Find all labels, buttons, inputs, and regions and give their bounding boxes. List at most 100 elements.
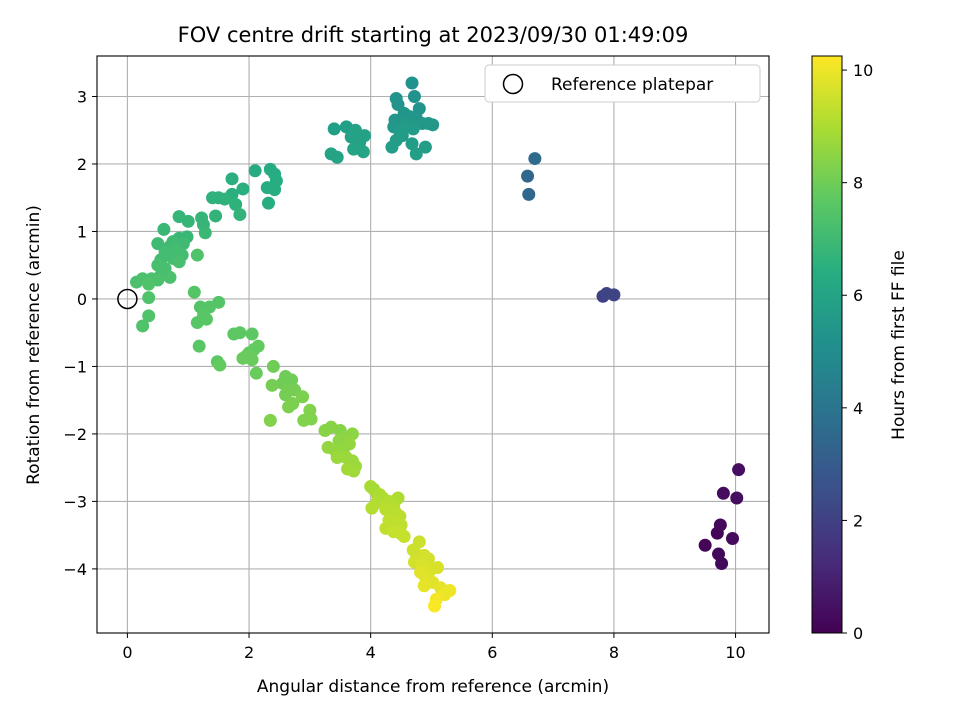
y-tick-label: 3 [77,87,87,106]
data-point [157,222,171,236]
data-point [233,326,247,340]
data-point [190,316,204,330]
data-point [296,390,310,404]
colorbar-tick-label: 2 [853,511,863,530]
y-tick-label: −2 [63,425,87,444]
x-axis-label: Angular distance from reference (arcmin) [257,677,609,697]
y-tick-label: −4 [63,560,87,579]
colorbar-tick-label: 0 [853,624,863,643]
colorbar-ticks: 0 2 4 6 8 10 [842,61,873,643]
data-point [172,255,186,269]
data-point [225,172,239,186]
x-tick-label: 2 [244,643,254,662]
data-point [233,208,247,222]
data-point [263,413,277,427]
x-axis-ticks: 0 2 4 6 8 10 [122,633,746,662]
data-point [198,226,212,240]
data-point [426,118,440,132]
data-point [229,197,243,211]
data-point [187,285,201,299]
data-point [142,291,156,305]
data-point [213,358,227,372]
y-axis-label: Rotation from reference (arcmin) [24,205,44,485]
chart-title: FOV centre drift starting at 2023/09/30 … [178,23,689,47]
data-point [265,378,279,392]
data-point [248,164,262,178]
reference-point [117,288,138,310]
data-point [279,388,293,402]
data-point [249,366,263,380]
data-point [522,187,536,201]
data-point [282,400,296,414]
data-point [330,150,344,164]
data-point [181,214,195,228]
data-point [713,518,727,532]
data-point [190,248,204,262]
x-tick-label: 6 [487,643,497,662]
data-point [418,140,432,154]
data-point [218,192,232,206]
colorbar-tick-label: 8 [853,174,863,193]
y-tick-label: 2 [77,155,87,174]
data-point [405,137,419,151]
data-point [136,319,150,333]
data-point [730,491,744,505]
data-point [327,122,341,136]
x-tick-label: 4 [366,643,376,662]
data-point [266,359,280,373]
data-point [406,122,420,136]
data-point [428,599,442,613]
data-point [698,538,712,552]
colorbar-tick-label: 10 [853,61,873,80]
data-point [330,451,344,465]
y-tick-label: 0 [77,290,87,309]
data-point [236,182,250,196]
x-tick-label: 8 [609,643,619,662]
colorbar-tick-label: 4 [853,399,863,418]
data-point [304,412,318,426]
y-tick-label: −1 [63,357,87,376]
data-point [245,327,259,341]
data-point [407,89,421,103]
data-point [409,147,423,161]
x-tick-label: 0 [122,643,132,662]
y-axis-ticks: −4 −3 −2 −1 0 1 2 3 [63,87,97,579]
data-point [726,532,740,546]
data-point [245,353,259,367]
data-point [209,209,223,223]
data-point [347,464,361,478]
plot-frame [96,55,770,634]
legend-entry-reference-platepar: Reference platepar [551,75,713,95]
colorbar-label: Hours from first FF file [889,250,909,440]
data-point [130,275,144,289]
data-point [385,140,399,154]
data-point [715,556,729,570]
data-point [356,145,370,159]
colorbar-tick-label: 6 [853,286,863,305]
data-point [417,579,431,593]
data-point [142,277,156,291]
data-point [268,183,282,197]
data-point [607,288,621,302]
data-point [192,339,206,353]
data-point [261,196,275,210]
scatter-points [130,76,746,613]
data-point [716,486,730,500]
legend: Reference platepar [484,64,761,103]
data-point [206,191,220,205]
data-point [405,76,419,90]
data-point [142,309,156,323]
data-point [163,270,177,284]
y-tick-label: −3 [63,492,87,511]
colorbar [811,55,843,634]
data-point [528,152,542,166]
data-point [397,529,411,543]
legend-marker [502,73,524,95]
legend-box [484,64,761,103]
y-tick-label: 1 [77,222,87,241]
data-point [365,501,379,515]
data-point [521,169,535,183]
x-tick-label: 10 [725,643,745,662]
data-point [347,142,361,156]
